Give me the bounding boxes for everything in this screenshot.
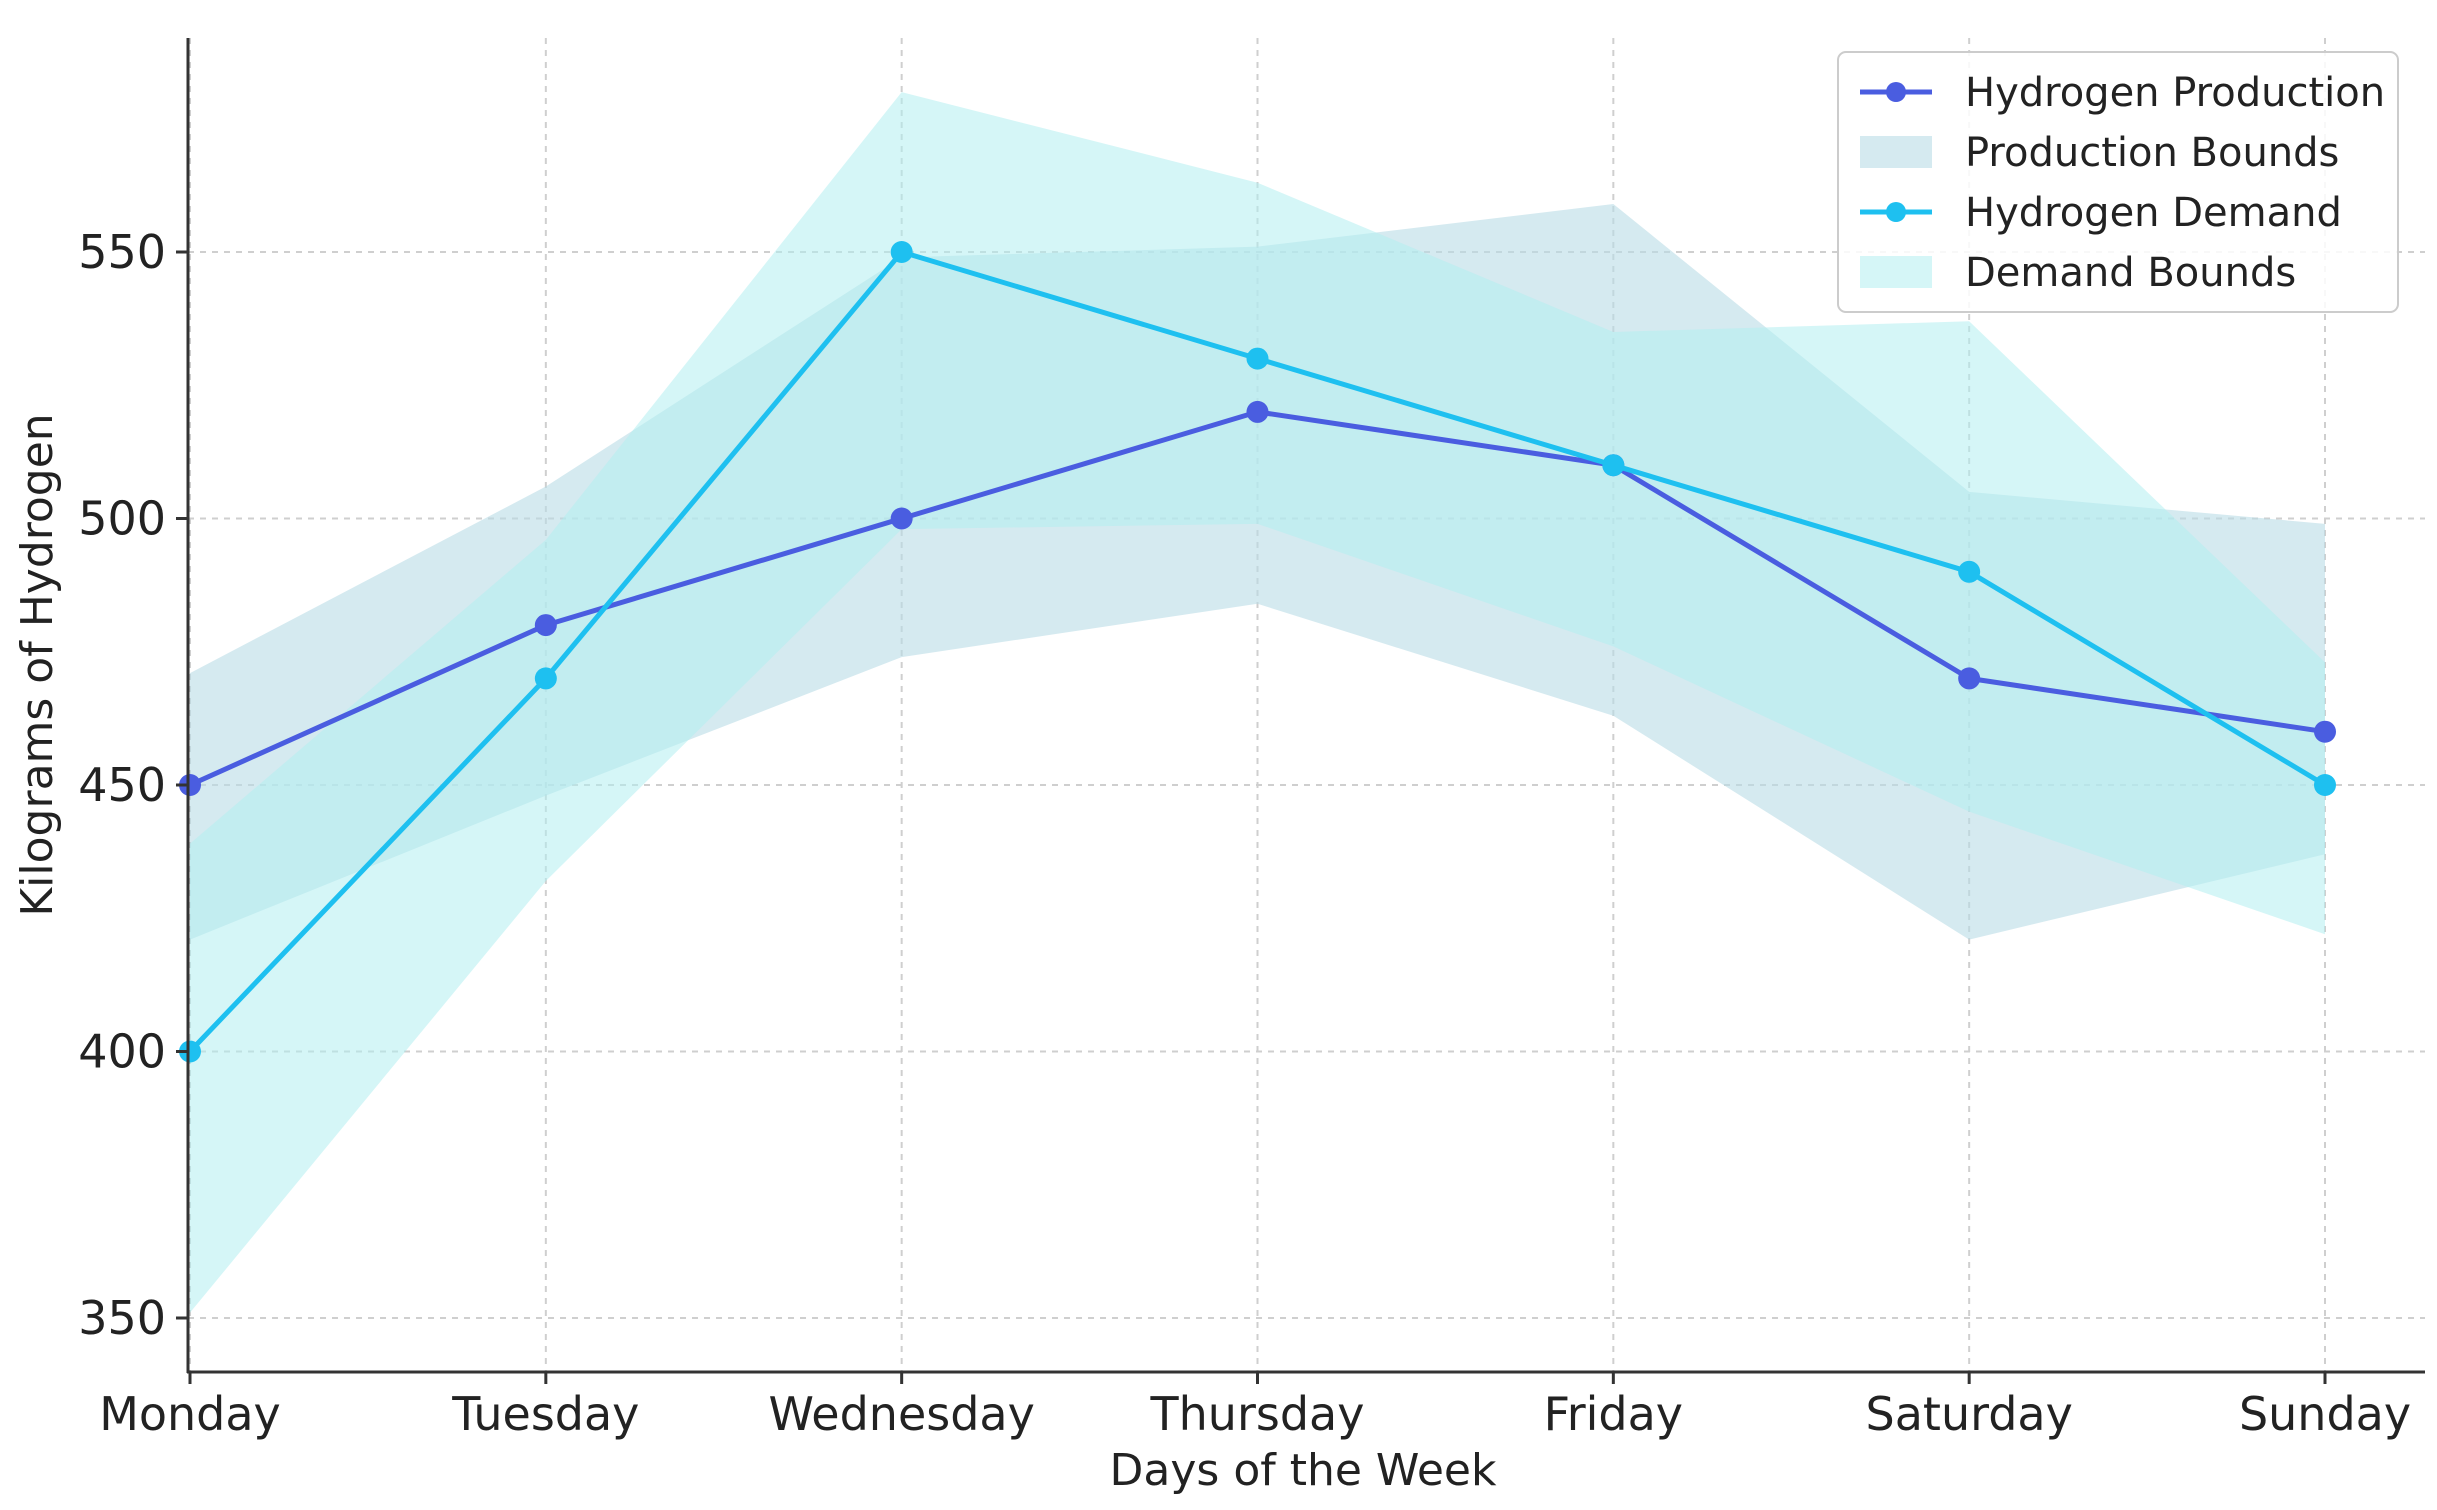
- legend-label: Production Bounds: [1965, 130, 2339, 176]
- legend-label: Demand Bounds: [1965, 250, 2296, 296]
- hydrogen-demand-point-thursday: [1246, 347, 1269, 370]
- legend-label: Hydrogen Production: [1965, 70, 2385, 116]
- hydrogen-demand-point-monday: [179, 1040, 201, 1063]
- legend-item-hydrogen-demand: Hydrogen Demand: [1860, 190, 2342, 236]
- hydrogen-demand-point-friday: [1602, 454, 1625, 477]
- demand-bounds-band: [190, 92, 2325, 1313]
- hydrogen-demand-point-tuesday: [534, 667, 557, 690]
- series-lines: [179, 241, 2336, 1063]
- legend-dot-marker: [1886, 82, 1906, 102]
- hydrogen-demand-point-sunday: [2314, 774, 2336, 796]
- y-tick-label-450: 450: [78, 758, 166, 812]
- legend-label: Hydrogen Demand: [1965, 190, 2342, 236]
- hydrogen-production-point-saturday: [1958, 667, 1981, 690]
- x-tick-label-monday: Monday: [99, 1387, 281, 1441]
- hydrogen-demand-point-saturday: [1958, 560, 1981, 583]
- x-tick-label-tuesday: Tuesday: [451, 1387, 639, 1441]
- hydrogen-production-point-tuesday: [534, 614, 557, 637]
- axes: [176, 38, 2425, 1384]
- legend-frame: [1837, 51, 2399, 313]
- legend: Hydrogen Production Production Bounds Hy…: [1837, 51, 2399, 313]
- legend-dot-marker: [1886, 202, 1906, 222]
- y-tick-label-500: 500: [78, 492, 166, 546]
- tick-labels: Monday Tuesday Wednesday Thursday Friday Satu…: [78, 225, 2411, 1441]
- x-tick-label-thursday: Thursday: [1150, 1387, 1365, 1441]
- hydrogen-production-point-wednesday: [890, 507, 913, 530]
- x-axis-title: Days of the Week: [1110, 1445, 1497, 1496]
- y-tick-label-400: 400: [78, 1025, 166, 1079]
- y-tick-label-350: 350: [78, 1291, 166, 1345]
- legend-item-production-bounds: Production Bounds: [1860, 130, 2339, 176]
- y-axis-title: Kilograms of Hydrogen: [12, 413, 63, 916]
- legend-item-hydrogen-production: Hydrogen Production: [1860, 70, 2385, 116]
- hydrogen-production-point-monday: [179, 774, 201, 796]
- y-tick-label-550: 550: [78, 225, 166, 279]
- bounds-bands: [190, 92, 2325, 1313]
- x-tick-label-friday: Friday: [1544, 1387, 1683, 1441]
- x-tick-label-wednesday: Wednesday: [769, 1387, 1035, 1441]
- hydrogen-demand-point-wednesday: [890, 241, 913, 263]
- x-tick-label-saturday: Saturday: [1866, 1387, 2073, 1441]
- hydrogen-production-point-sunday: [2314, 720, 2336, 743]
- hydrogen-production-point-thursday: [1246, 400, 1269, 423]
- legend-band-swatch: [1860, 136, 1932, 168]
- legend-item-demand-bounds: Demand Bounds: [1860, 250, 2296, 296]
- legend-band-swatch: [1860, 256, 1932, 288]
- x-tick-label-sunday: Sunday: [2239, 1387, 2411, 1441]
